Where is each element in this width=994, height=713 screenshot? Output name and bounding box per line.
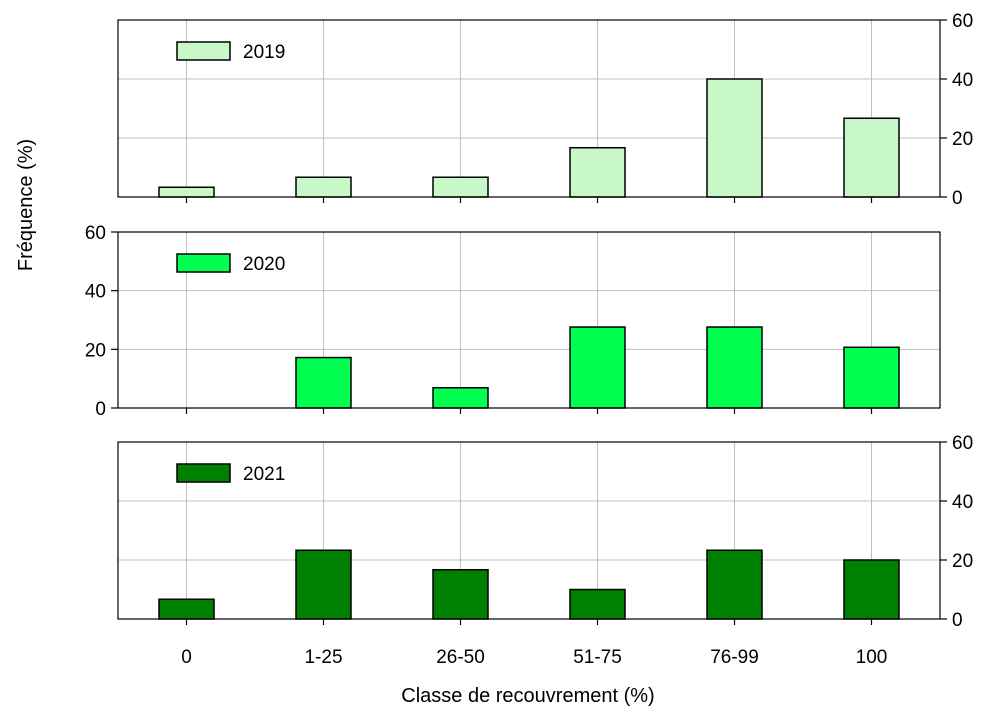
- panel-frame-2020: [117, 231, 941, 409]
- legend-label-2020: 2020: [243, 254, 285, 275]
- bar-2019-100: [843, 117, 900, 198]
- x-tick-label: 0: [181, 647, 192, 668]
- bar-2020-1-25: [295, 356, 352, 409]
- y-tick-label: 60: [952, 433, 973, 454]
- y-tick-label: 40: [952, 70, 973, 91]
- y-tick-label: 0: [952, 610, 963, 631]
- legend-swatch-2021: [176, 463, 231, 483]
- bar-2021-0: [158, 598, 215, 620]
- y-tick-label: 40: [952, 492, 973, 513]
- bar-2020-76-99: [706, 326, 763, 409]
- x-tick-label: 51-75: [573, 647, 622, 668]
- bar-2019-0: [158, 186, 215, 198]
- bar-2020-51-75: [569, 326, 626, 409]
- legend-label-2021: 2021: [243, 464, 285, 485]
- x-tick-label: 76-99: [710, 647, 759, 668]
- y-tick-label: 0: [952, 188, 963, 209]
- y-tick-label: 40: [85, 282, 106, 303]
- bar-2019-51-75: [569, 146, 626, 198]
- panel-frame-2021: [117, 441, 941, 620]
- legend-swatch-2020: [176, 253, 231, 273]
- legend-swatch-2019: [176, 41, 231, 61]
- x-tick-label: 100: [856, 647, 888, 668]
- panel-frame-2019: [117, 19, 941, 198]
- x-axis-title: Classe de recouvrement (%): [401, 685, 654, 707]
- bar-2020-100: [843, 346, 900, 409]
- legend-label-2019: 2019: [243, 42, 285, 63]
- bar-2021-26-50: [432, 568, 489, 620]
- bar-2021-51-75: [569, 588, 626, 620]
- y-tick-label: 20: [952, 551, 973, 572]
- y-tick-label: 20: [952, 129, 973, 150]
- bar-2019-76-99: [706, 78, 763, 198]
- bar-2019-26-50: [432, 176, 489, 198]
- y-tick-label: 60: [952, 11, 973, 32]
- bar-2021-100: [843, 559, 900, 620]
- bar-2021-76-99: [706, 549, 763, 620]
- bar-2019-1-25: [295, 176, 352, 198]
- x-tick-label: 1-25: [304, 647, 342, 668]
- bar-2020-26-50: [432, 387, 489, 409]
- x-tick-label: 26-50: [436, 647, 485, 668]
- y-tick-label: 0: [95, 399, 106, 420]
- y-tick-label: 20: [85, 340, 106, 361]
- bar-2021-1-25: [295, 549, 352, 620]
- y-tick-label: 60: [85, 223, 106, 244]
- y-axis-title: Fréquence (%): [15, 139, 37, 271]
